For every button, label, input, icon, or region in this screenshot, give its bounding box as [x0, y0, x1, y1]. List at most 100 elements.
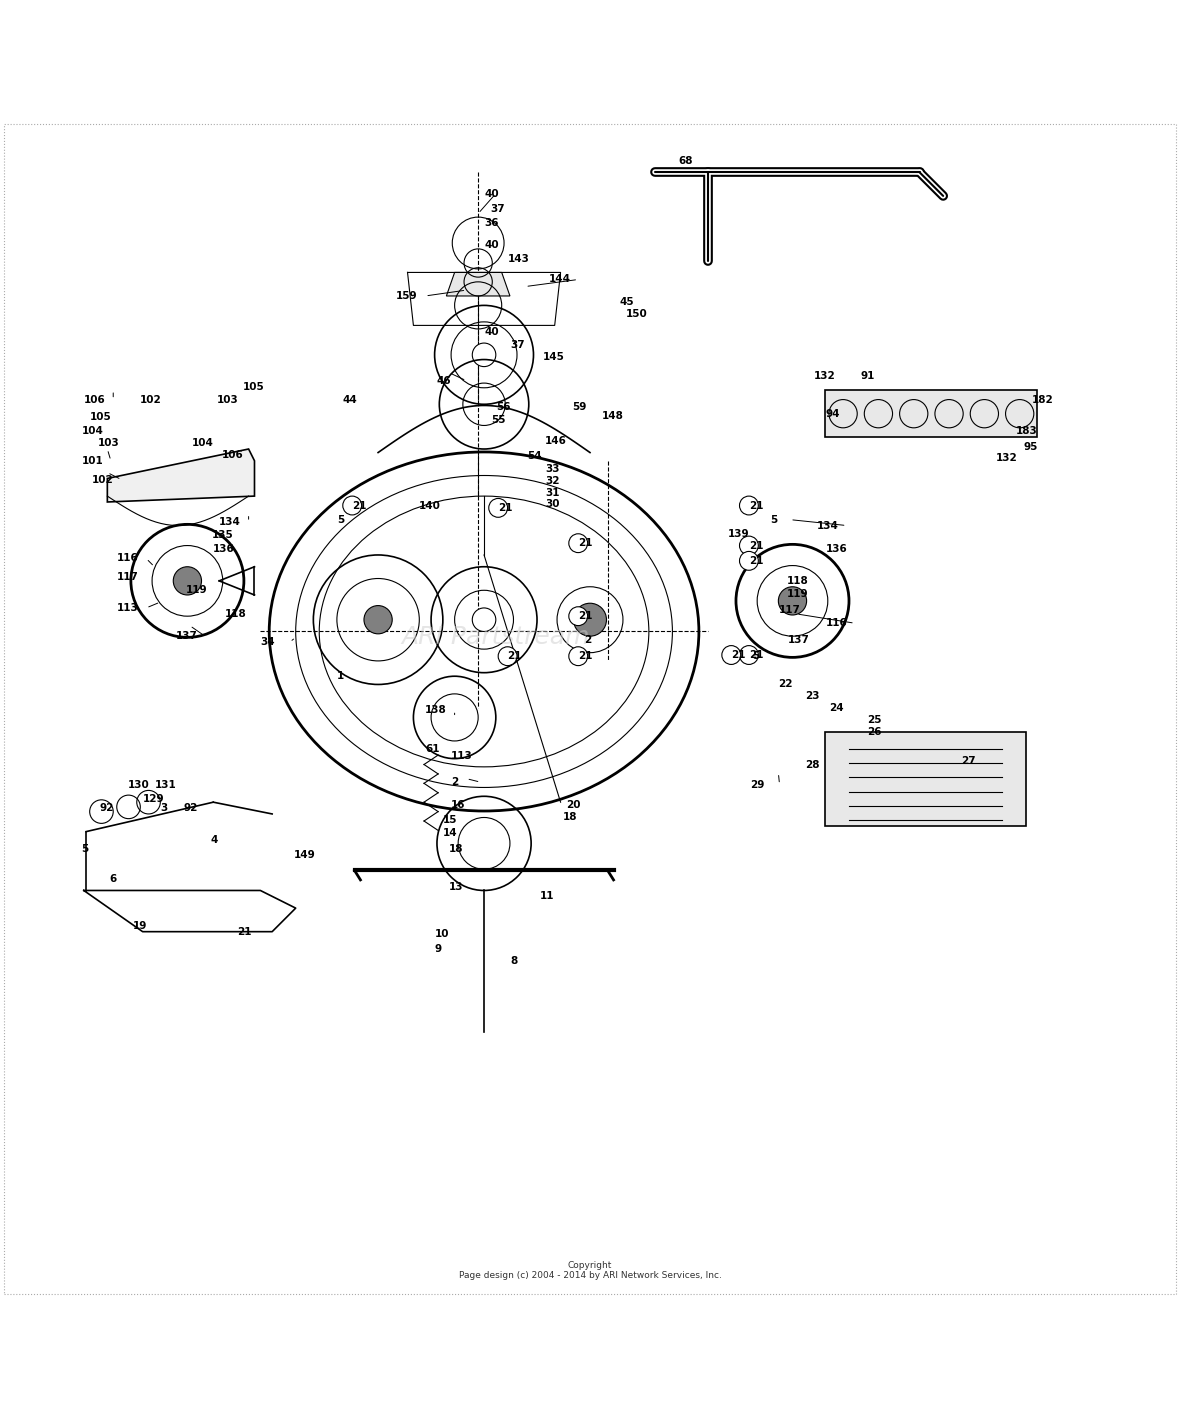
Text: 5: 5	[771, 514, 778, 525]
Text: 105: 105	[90, 412, 111, 422]
Text: 103: 103	[217, 395, 238, 405]
Text: 138: 138	[425, 705, 447, 715]
Text: 59: 59	[572, 402, 586, 412]
Polygon shape	[107, 449, 255, 503]
Text: 104: 104	[81, 426, 104, 436]
Circle shape	[740, 537, 759, 555]
Text: 36: 36	[484, 218, 498, 228]
Text: 103: 103	[98, 438, 119, 447]
Text: 139: 139	[728, 528, 749, 538]
Text: 95: 95	[1023, 442, 1037, 452]
Text: 102: 102	[92, 474, 113, 484]
Text: 40: 40	[484, 188, 499, 198]
Text: 34: 34	[261, 637, 275, 647]
Text: 145: 145	[543, 353, 565, 362]
Circle shape	[489, 498, 507, 517]
Text: 3: 3	[160, 803, 168, 813]
Text: 91: 91	[860, 371, 876, 381]
Text: 25: 25	[866, 715, 881, 725]
Text: 21: 21	[352, 500, 367, 511]
Text: 22: 22	[779, 680, 793, 690]
Text: 94: 94	[826, 409, 840, 419]
Circle shape	[722, 646, 741, 664]
Text: 118: 118	[787, 576, 808, 586]
Text: 40: 40	[484, 241, 499, 251]
Text: 150: 150	[625, 309, 647, 319]
Text: 134: 134	[818, 521, 839, 531]
Circle shape	[779, 586, 807, 615]
Circle shape	[472, 607, 496, 632]
Text: 19: 19	[133, 920, 148, 930]
Text: 182: 182	[1031, 395, 1054, 405]
Text: 21: 21	[749, 556, 763, 566]
Text: 18: 18	[563, 813, 577, 823]
Text: 2: 2	[451, 777, 458, 787]
Text: 132: 132	[814, 371, 835, 381]
Text: 8: 8	[510, 956, 517, 966]
Text: 21: 21	[237, 926, 251, 936]
Text: 117: 117	[779, 605, 800, 616]
Text: 21: 21	[578, 651, 592, 661]
Text: 68: 68	[678, 156, 693, 166]
Text: 40: 40	[484, 327, 499, 337]
Text: 136: 136	[826, 544, 847, 554]
Circle shape	[569, 647, 588, 666]
Text: 140: 140	[419, 500, 441, 511]
Polygon shape	[826, 391, 1037, 438]
Text: 135: 135	[212, 530, 234, 539]
Text: 92: 92	[184, 803, 198, 813]
Circle shape	[740, 496, 759, 515]
Text: 183: 183	[1016, 426, 1038, 436]
Text: 92: 92	[99, 803, 113, 813]
Text: 5: 5	[337, 514, 345, 525]
Text: 15: 15	[442, 814, 458, 826]
Text: 148: 148	[602, 411, 624, 421]
Text: 105: 105	[243, 382, 264, 392]
Text: 5: 5	[753, 651, 760, 661]
Text: 18: 18	[448, 844, 464, 854]
Text: 56: 56	[496, 402, 510, 412]
Text: 13: 13	[448, 882, 464, 892]
Text: 2: 2	[584, 634, 591, 644]
Text: 21: 21	[749, 541, 763, 551]
Text: 11: 11	[539, 891, 553, 902]
Circle shape	[569, 607, 588, 626]
Text: 28: 28	[806, 759, 820, 769]
Text: 104: 104	[192, 438, 214, 447]
Text: 44: 44	[342, 395, 358, 405]
Text: 113: 113	[117, 603, 138, 613]
Text: 113: 113	[451, 752, 473, 762]
Text: 101: 101	[81, 456, 103, 466]
Text: 146: 146	[545, 436, 568, 446]
Text: 24: 24	[830, 702, 844, 714]
Text: 119: 119	[787, 589, 808, 599]
Text: 21: 21	[507, 651, 522, 661]
Text: 117: 117	[117, 572, 138, 582]
Text: 143: 143	[507, 255, 530, 265]
Text: 106: 106	[84, 395, 105, 405]
Text: 33: 33	[545, 464, 559, 474]
Text: 116: 116	[117, 554, 138, 564]
Text: 149: 149	[294, 850, 315, 860]
Circle shape	[472, 343, 496, 367]
Text: 21: 21	[578, 538, 592, 548]
Text: 134: 134	[219, 517, 241, 527]
Text: Copyright
Page design (c) 2004 - 2014 by ARI Network Services, Inc.: Copyright Page design (c) 2004 - 2014 by…	[459, 1262, 721, 1280]
Text: 21: 21	[732, 650, 746, 660]
Text: 54: 54	[527, 452, 543, 462]
Text: 9: 9	[434, 944, 441, 954]
Circle shape	[740, 551, 759, 571]
Text: 29: 29	[750, 780, 765, 790]
Text: 159: 159	[395, 290, 418, 302]
Text: 131: 131	[155, 780, 176, 790]
Text: 46: 46	[437, 375, 452, 385]
Text: 61: 61	[425, 745, 440, 755]
Text: 144: 144	[549, 275, 571, 285]
Text: 30: 30	[545, 500, 559, 510]
Text: 132: 132	[996, 453, 1018, 463]
Polygon shape	[826, 732, 1025, 826]
Circle shape	[740, 646, 759, 664]
Polygon shape	[446, 272, 510, 296]
Text: 4: 4	[211, 835, 218, 845]
Text: 32: 32	[545, 476, 559, 486]
